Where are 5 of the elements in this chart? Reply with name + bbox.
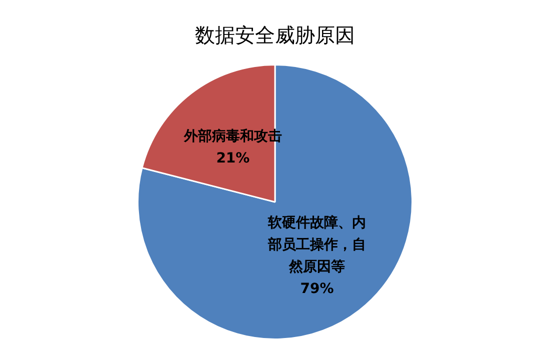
- slice-label: 软硬件故障、内部员工操作，自然原因等: [267, 214, 366, 275]
- slice-label: 外部病毒和攻击: [182, 127, 282, 144]
- data-label: 79%: [300, 280, 334, 297]
- data-label: 21%: [216, 150, 250, 166]
- chart-title: 数据安全威胁原因: [195, 23, 355, 48]
